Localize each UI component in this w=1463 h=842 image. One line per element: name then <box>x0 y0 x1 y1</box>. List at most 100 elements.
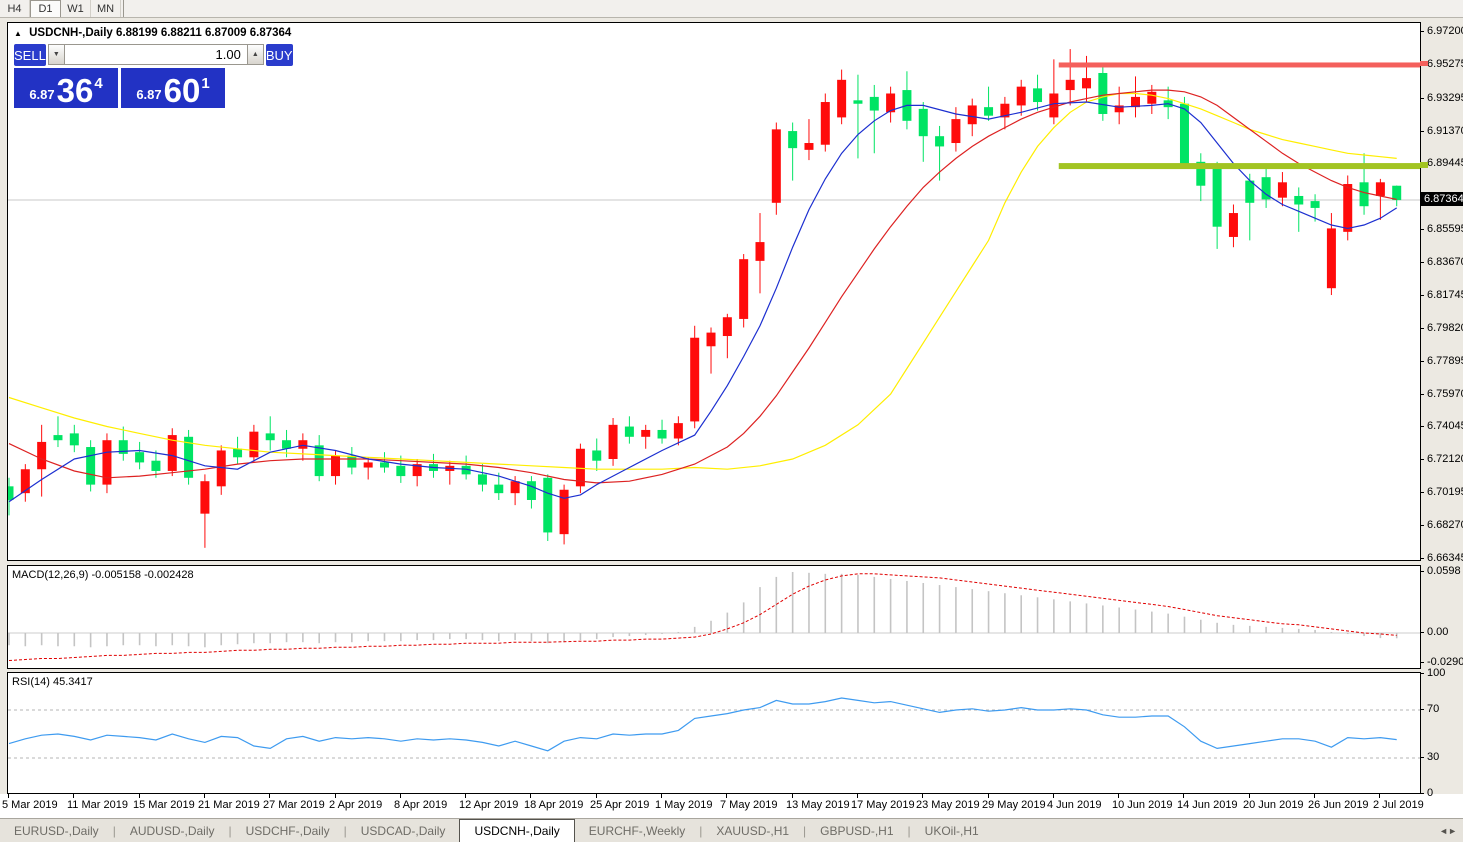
collapse-icon[interactable]: ▲ <box>14 29 22 38</box>
price-axis-label: 6.66345 <box>1427 552 1463 564</box>
price-axis-tick <box>1420 229 1424 230</box>
macd-axis-label: 0.0598 <box>1427 565 1461 577</box>
price-axis-label: 6.79820 <box>1427 322 1463 334</box>
chart-tab-usdchf[interactable]: USDCHF-,Daily <box>245 823 330 838</box>
price-axis-tick <box>1420 558 1424 559</box>
tab-separator: | <box>228 823 232 838</box>
chart-tab-eurchf[interactable]: EURCHF-,Weekly <box>588 823 686 838</box>
rsi-panel[interactable] <box>7 672 1421 794</box>
price-axis-label: 6.83670 <box>1427 256 1463 268</box>
date-axis-label: 4 Jun 2019 <box>1047 799 1102 811</box>
price-axis-label: 6.70195 <box>1427 486 1463 498</box>
buy-button[interactable]: BUY <box>265 44 293 66</box>
sell-price-big: 36 <box>56 72 94 109</box>
volume-input[interactable] <box>64 44 247 65</box>
tab-scroll-left-icon[interactable]: ◄ <box>1439 825 1449 836</box>
chart-tab-gbpusd[interactable]: GBPUSD-,H1 <box>820 823 894 838</box>
date-axis-tick <box>792 794 793 798</box>
tab-separator: | <box>907 823 911 838</box>
macd-canvas <box>8 572 1420 661</box>
sell-price-sup: 4 <box>94 75 103 92</box>
date-axis-tick <box>73 794 74 798</box>
date-axis-label: 21 Mar 2019 <box>198 799 260 811</box>
rsi-axis-tick <box>1420 793 1424 794</box>
tab-separator: | <box>343 823 347 838</box>
volume-decrease-button[interactable]: ▼ <box>47 44 65 65</box>
date-axis-label: 25 Apr 2019 <box>590 799 650 811</box>
date-axis-tick <box>988 794 989 798</box>
rsi-axis-tick <box>1420 673 1424 674</box>
sell-button[interactable]: SELL <box>14 44 46 66</box>
date-axis: 5 Mar 2019 11 Mar 2019 15 Mar 2019 21 Mar 2… <box>0 794 1463 818</box>
date-axis-tick <box>400 794 401 798</box>
price-axis-tick <box>1420 262 1424 263</box>
chart-tab-bar: EURUSD-,Daily | AUDUSD-,Daily | USDCHF-,Dail… <box>0 818 1463 842</box>
price-axis-tick <box>1420 361 1424 362</box>
chart-title: ▲ USDCNH-,Daily 6.88199 6.88211 6.87009 … <box>14 27 291 39</box>
timeframe-button-w1[interactable]: W1 <box>61 0 91 17</box>
sell-price-box[interactable]: 6.87 36 4 <box>14 68 118 108</box>
date-axis-label: 12 Apr 2019 <box>459 799 519 811</box>
date-axis-label: 2 Apr 2019 <box>329 799 383 811</box>
rsi-label: RSI(14) 45.3417 <box>12 676 93 688</box>
date-axis-label: 13 May 2019 <box>786 799 850 811</box>
date-axis-tick <box>1053 794 1054 798</box>
price-axis-label: 6.93295 <box>1427 92 1463 104</box>
macd-axis-tick <box>1420 571 1424 572</box>
macd-axis-tick <box>1420 632 1424 633</box>
price-chart-canvas <box>8 49 1420 548</box>
main-chart-panel[interactable] <box>7 22 1421 561</box>
date-axis-tick <box>465 794 466 798</box>
timeframe-button-h4[interactable]: H4 <box>0 0 30 17</box>
price-axis-tick <box>1420 98 1424 99</box>
date-axis-tick <box>1314 794 1315 798</box>
buy-price-big: 60 <box>163 72 201 109</box>
timeframe-button-d1[interactable]: D1 <box>30 0 61 17</box>
chart-tab-xauusd[interactable]: XAUUSD-,H1 <box>716 823 790 838</box>
price-axis-tick <box>1420 328 1424 329</box>
chart-tab-audusd[interactable]: AUDUSD-,Daily <box>129 823 215 838</box>
chart-tab-eurusd[interactable]: EURUSD-,Daily <box>14 823 99 838</box>
macd-label: MACD(12,26,9) -0.005158 -0.002428 <box>12 569 194 581</box>
volume-increase-button[interactable]: ▲ <box>246 44 264 65</box>
date-axis-tick <box>269 794 270 798</box>
price-axis-tick <box>1420 525 1424 526</box>
price-axis-tick <box>1420 492 1424 493</box>
buy-price-sup: 1 <box>201 75 210 92</box>
date-axis-label: 1 May 2019 <box>655 799 713 811</box>
date-axis-tick <box>726 794 727 798</box>
tab-scroll-right-icon[interactable]: ► <box>1448 825 1457 836</box>
price-axis-label: 6.95275 <box>1427 58 1463 70</box>
one-click-trade-widget: SELL ▼ ▲ BUY 6.87 36 4 6.87 60 1 <box>14 44 293 108</box>
date-axis-label: 7 May 2019 <box>720 799 778 811</box>
chart-tab-ukoil[interactable]: UKOil-,H1 <box>924 823 979 838</box>
rsi-canvas <box>8 697 1420 759</box>
date-axis-label: 11 Mar 2019 <box>67 799 128 811</box>
date-axis-tick <box>1183 794 1184 798</box>
price-axis-label: 6.85595 <box>1427 223 1463 235</box>
date-axis-label: 15 Mar 2019 <box>133 799 195 811</box>
rsi-axis-tick <box>1420 709 1424 710</box>
date-axis-tick <box>335 794 336 798</box>
timeframe-button-mn[interactable]: MN <box>91 0 121 17</box>
ohlc-open: 6.88199 <box>116 27 158 39</box>
date-axis-label: 2 Jul 2019 <box>1373 799 1424 811</box>
date-axis-label: 27 Mar 2019 <box>263 799 325 811</box>
tab-separator: | <box>699 823 703 838</box>
chart-tab-usdcad[interactable]: USDCAD-,Daily <box>360 823 446 838</box>
date-axis-label: 5 Mar 2019 <box>2 799 58 811</box>
sell-price-prefix: 6.87 <box>29 87 55 102</box>
date-axis-tick <box>661 794 662 798</box>
price-axis-label: 6.81745 <box>1427 289 1463 301</box>
tab-separator: | <box>112 823 116 838</box>
date-axis-label: 17 May 2019 <box>851 799 915 811</box>
timeframe-toolbar: H4 D1 W1 MN <box>0 0 1463 18</box>
price-axis-label: 6.89445 <box>1427 157 1463 169</box>
price-axis-tick <box>1420 31 1424 32</box>
macd-panel[interactable] <box>7 565 1421 669</box>
chart-tab-usdcnh[interactable]: USDCNH-,Daily <box>459 819 575 842</box>
date-axis-label: 20 Jun 2019 <box>1243 799 1304 811</box>
buy-price-box[interactable]: 6.87 60 1 <box>121 68 225 108</box>
price-axis-tick <box>1420 394 1424 395</box>
tab-separator: | <box>803 823 807 838</box>
